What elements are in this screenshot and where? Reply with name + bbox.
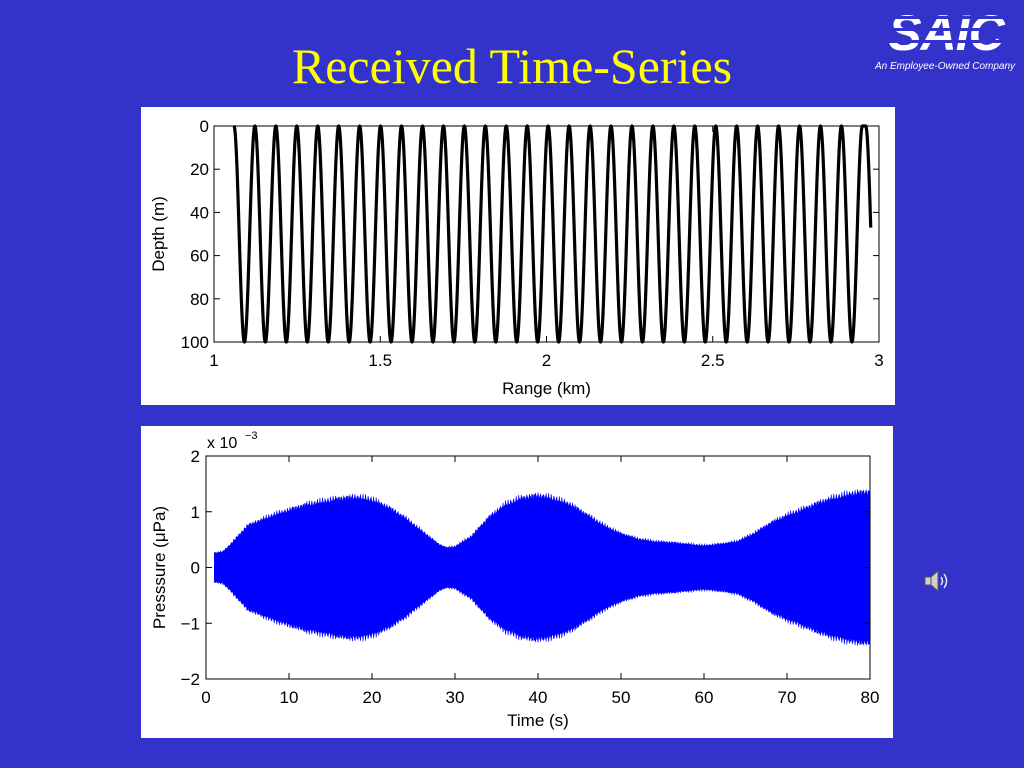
pressure-time-chart: 0 10 20 30 40 50 60 70 80 2 1 0 −1 −2 x 10 −3 Time (s) Pr… (141, 426, 893, 738)
y-tick-label: 2 (191, 447, 200, 466)
x-tick-label: 2.5 (701, 351, 725, 370)
depth-range-chart: 1 1.5 2 2.5 3 0 20 40 60 80 100 Range (km) Depth (m) (141, 107, 895, 405)
x-tick-label: 30 (446, 688, 465, 707)
y-tick-label: 100 (181, 333, 209, 352)
y-tick-label: 60 (190, 247, 209, 266)
y-multiplier-label: x 10 (207, 435, 237, 452)
x-tick-label: 3 (874, 351, 883, 370)
x-tick-label: 20 (363, 688, 382, 707)
x-tick-label: 80 (861, 688, 880, 707)
depth-series-line (232, 124, 873, 344)
x-tick-label: 10 (280, 688, 299, 707)
saic-logo: SAIC An Employee-Owned Company (868, 4, 1022, 76)
logo-wordmark: SAIC (888, 5, 1004, 61)
y-tick-label: 20 (190, 160, 209, 179)
y-tick-label: 1 (191, 503, 200, 522)
depth-range-chart-svg: 1 1.5 2 2.5 3 0 20 40 60 80 100 Range (km) Depth (m) (149, 117, 884, 398)
slide-title: Received Time-Series (291, 38, 733, 94)
y-tick-label: −1 (181, 614, 200, 633)
x-tick-label: 70 (778, 688, 797, 707)
y-tick-label: −2 (181, 670, 200, 689)
x-tick-label: 40 (529, 688, 548, 707)
y-tick-label: 0 (191, 559, 200, 578)
logo-stripes (876, 16, 1016, 43)
y-tick-label: 80 (190, 290, 209, 309)
y-axis-label: Presssure (μPa) (150, 506, 169, 629)
speaker-icon[interactable] (922, 568, 952, 594)
y-tick-label: 40 (190, 203, 209, 222)
y-multiplier-exponent: −3 (245, 430, 258, 442)
x-tick-label: 0 (201, 688, 210, 707)
x-tick-label: 60 (695, 688, 714, 707)
pressure-series-area (214, 488, 871, 647)
x-tick-label: 1 (209, 351, 218, 370)
x-axis-label: Time (s) (507, 711, 569, 730)
y-axis-label: Depth (m) (149, 196, 168, 272)
logo-tagline: An Employee-Owned Company (874, 61, 1016, 72)
x-tick-label: 50 (612, 688, 631, 707)
y-tick-label: 0 (200, 117, 209, 136)
x-tick-label: 1.5 (368, 351, 392, 370)
x-axis-label: Range (km) (502, 379, 591, 398)
x-tick-label: 2 (542, 351, 551, 370)
